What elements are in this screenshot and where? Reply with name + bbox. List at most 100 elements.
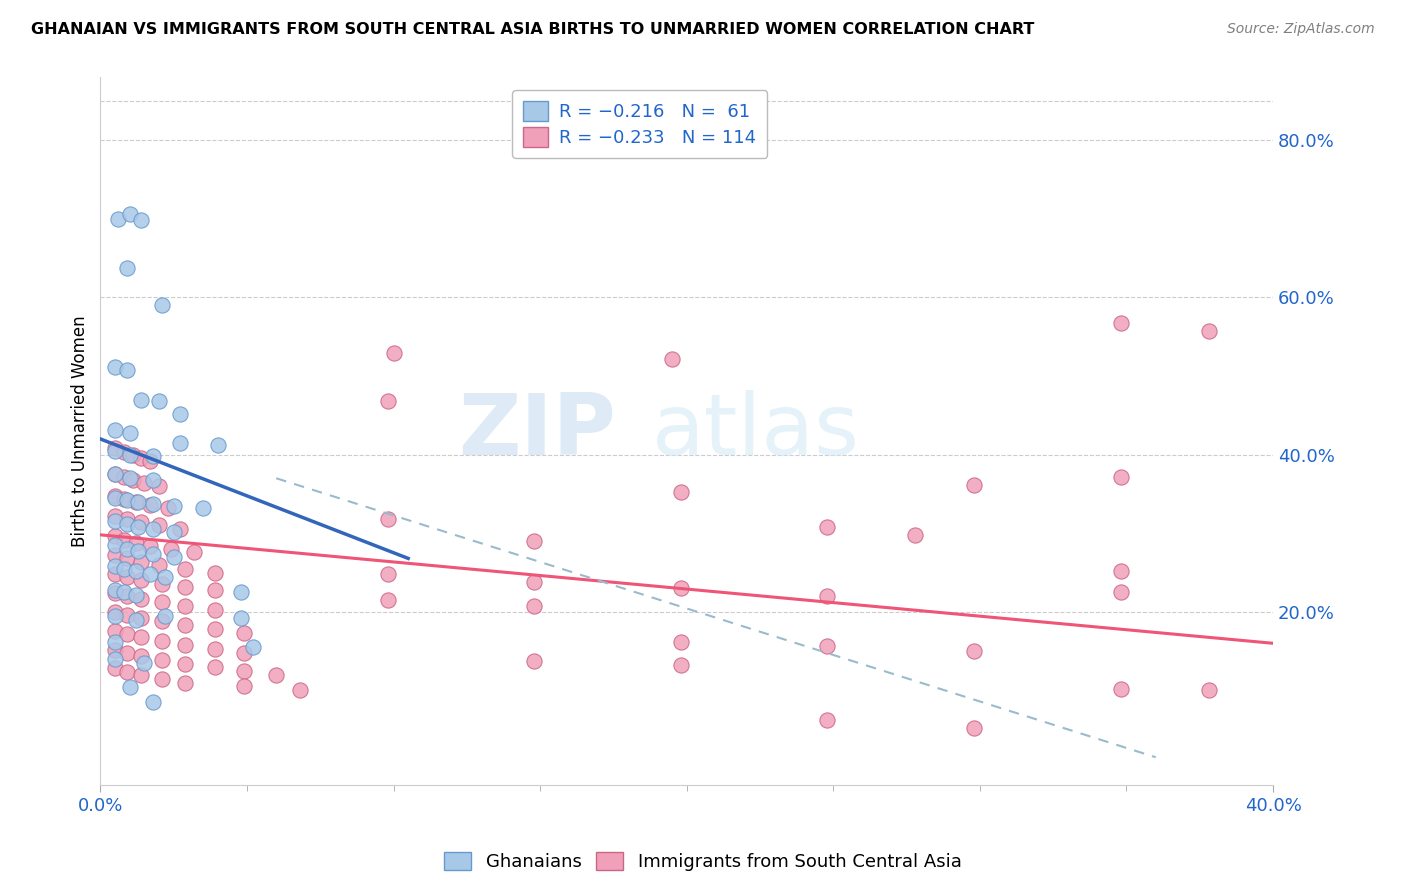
Point	[131, 515, 153, 529]
Point	[669, 485, 692, 500]
Point	[115, 541, 138, 556]
Point	[156, 501, 179, 516]
Point	[815, 714, 838, 728]
Point	[134, 475, 156, 490]
Point	[288, 683, 311, 698]
Point	[377, 593, 399, 607]
Point	[139, 567, 162, 582]
Point	[139, 498, 162, 512]
Point	[150, 634, 173, 648]
Point	[815, 589, 838, 603]
Point	[233, 626, 256, 640]
Point	[104, 586, 127, 600]
Point	[118, 425, 141, 440]
Point	[1109, 316, 1132, 330]
Point	[112, 491, 135, 506]
Point	[104, 549, 127, 563]
Point	[124, 495, 146, 509]
Point	[242, 640, 264, 655]
Point	[174, 675, 197, 690]
Point	[104, 582, 127, 597]
Point	[229, 611, 252, 625]
Point	[207, 438, 229, 452]
Point	[1109, 469, 1132, 483]
Point	[131, 611, 153, 625]
Point	[148, 558, 170, 572]
Point	[150, 298, 173, 312]
Point	[104, 443, 127, 458]
Point	[112, 585, 135, 599]
Point	[174, 599, 197, 614]
Legend: Ghanaians, Immigrants from South Central Asia: Ghanaians, Immigrants from South Central…	[437, 845, 969, 879]
Point	[163, 499, 186, 513]
Point	[159, 541, 181, 556]
Point	[139, 454, 162, 468]
Point	[131, 648, 153, 663]
Point	[104, 489, 127, 503]
Point	[131, 555, 153, 569]
Point	[815, 640, 838, 654]
Point	[104, 491, 127, 505]
Point	[104, 624, 127, 638]
Point	[131, 667, 153, 681]
Point	[115, 551, 138, 566]
Point	[1109, 681, 1132, 696]
Point	[963, 644, 986, 658]
Point	[163, 549, 186, 564]
Point	[523, 534, 546, 549]
Point	[523, 599, 546, 613]
Point	[127, 495, 149, 509]
Point	[104, 634, 127, 648]
Point	[169, 407, 191, 421]
Legend: R = −0.216   N =  61, R = −0.233   N = 114: R = −0.216 N = 61, R = −0.233 N = 114	[512, 90, 768, 158]
Point	[377, 394, 399, 409]
Point	[150, 576, 173, 591]
Point	[150, 672, 173, 686]
Point	[148, 394, 170, 409]
Point	[163, 524, 186, 539]
Text: ZIP: ZIP	[458, 390, 616, 473]
Point	[1198, 683, 1220, 698]
Point	[204, 641, 226, 656]
Point	[174, 618, 197, 632]
Point	[112, 533, 135, 547]
Point	[104, 467, 127, 482]
Point	[174, 638, 197, 652]
Point	[104, 559, 127, 574]
Point	[148, 518, 170, 533]
Point	[115, 493, 138, 508]
Point	[1198, 324, 1220, 338]
Point	[124, 535, 146, 549]
Y-axis label: Births to Unmarried Women: Births to Unmarried Women	[72, 315, 89, 547]
Point	[104, 423, 127, 437]
Point	[204, 582, 226, 597]
Point	[131, 592, 153, 607]
Point	[131, 450, 153, 465]
Point	[104, 442, 127, 456]
Point	[118, 471, 141, 485]
Point	[104, 515, 127, 529]
Point	[191, 501, 214, 516]
Point	[523, 574, 546, 589]
Point	[142, 449, 165, 463]
Point	[174, 580, 197, 594]
Point	[963, 477, 986, 491]
Point	[150, 653, 173, 667]
Point	[104, 467, 127, 482]
Point	[153, 608, 176, 623]
Point	[104, 529, 127, 543]
Point	[1109, 585, 1132, 599]
Point	[115, 516, 138, 531]
Point	[124, 588, 146, 602]
Point	[669, 634, 692, 648]
Point	[104, 642, 127, 657]
Point	[104, 652, 127, 666]
Point	[377, 567, 399, 582]
Point	[233, 664, 256, 678]
Point	[142, 473, 165, 487]
Point	[150, 595, 173, 609]
Point	[112, 444, 135, 458]
Point	[815, 520, 838, 534]
Point	[377, 512, 399, 526]
Point	[121, 448, 143, 462]
